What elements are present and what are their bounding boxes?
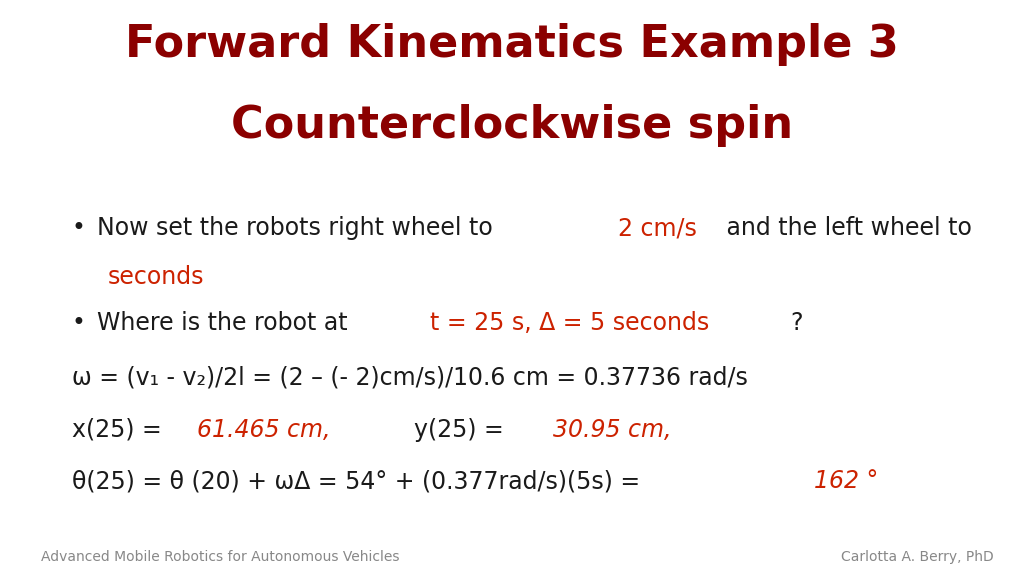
Text: 2 cm/s: 2 cm/s: [617, 216, 696, 240]
Text: Counterclockwise spin: Counterclockwise spin: [231, 104, 793, 147]
Text: Where is the robot at: Where is the robot at: [97, 311, 355, 335]
Text: 61.465 cm,: 61.465 cm,: [198, 418, 331, 442]
Text: θ(25) = θ (20) + ωΔ = 54° + (0.377rad/s)(5s) =: θ(25) = θ (20) + ωΔ = 54° + (0.377rad/s)…: [72, 469, 647, 494]
Text: Carlotta A. Berry, PhD: Carlotta A. Berry, PhD: [841, 551, 993, 564]
Text: y(25) =: y(25) =: [370, 418, 512, 442]
Text: ?: ?: [791, 311, 803, 335]
Text: Forward Kinematics Example 3: Forward Kinematics Example 3: [125, 23, 899, 66]
Text: Advanced Mobile Robotics for Autonomous Vehicles: Advanced Mobile Robotics for Autonomous …: [41, 551, 399, 564]
Text: •: •: [72, 216, 86, 240]
Text: seconds: seconds: [108, 265, 204, 289]
Text: 30.95 cm,: 30.95 cm,: [553, 418, 672, 442]
Text: 162 °: 162 °: [814, 469, 879, 494]
Text: ω = (v₁ - v₂)/2l = (2 – (- 2)cm/s)/10.6 cm = 0.37736 rad/s: ω = (v₁ - v₂)/2l = (2 – (- 2)cm/s)/10.6 …: [72, 366, 748, 390]
Text: •: •: [72, 311, 86, 335]
Text: Now set the robots right wheel to: Now set the robots right wheel to: [97, 216, 501, 240]
Text: and the left wheel to: and the left wheel to: [720, 216, 980, 240]
Text: x(25) =: x(25) =: [72, 418, 169, 442]
Text: t = 25 s, Δ = 5 seconds: t = 25 s, Δ = 5 seconds: [430, 311, 710, 335]
